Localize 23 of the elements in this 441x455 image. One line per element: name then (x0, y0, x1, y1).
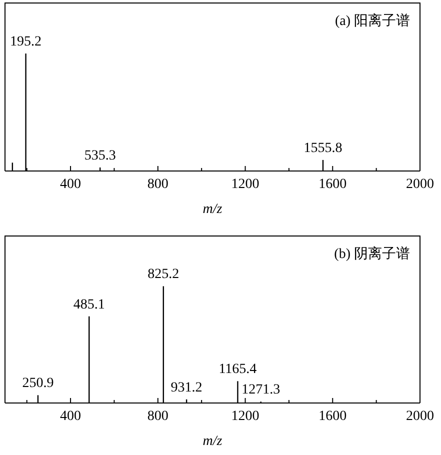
annotation: 1165.4 (218, 362, 257, 378)
annotation: 1555.8 (304, 140, 342, 156)
x-tick-label: 1200 (231, 409, 260, 424)
annotation: 535.3 (84, 148, 116, 164)
x-tick-label: 1600 (318, 409, 347, 424)
annotation: 1271.3 (242, 382, 280, 398)
chart-title: (a) 阳离子谱 (334, 13, 410, 29)
x-tick-label: 2000 (406, 409, 434, 424)
x-tick-label: 400 (60, 409, 82, 424)
annotation: 931.2 (170, 380, 202, 396)
annotation: 485.1 (73, 297, 105, 312)
chart-title: (b) 阴离子谱 (334, 246, 410, 262)
x-axis-title: m/z (202, 202, 223, 217)
x-tick-label: 800 (147, 409, 168, 424)
annotation: 825.2 (148, 267, 180, 282)
x-axis-title: m/z (202, 434, 223, 449)
x-tick-label: 1600 (318, 177, 347, 192)
x-tick-label: 400 (60, 177, 82, 192)
x-tick-label: 2000 (406, 177, 434, 192)
x-tick-label: 800 (147, 177, 168, 192)
annotation: 250.9 (22, 376, 54, 392)
annotation: 195.2 (10, 34, 42, 50)
x-tick-label: 1200 (231, 177, 260, 192)
